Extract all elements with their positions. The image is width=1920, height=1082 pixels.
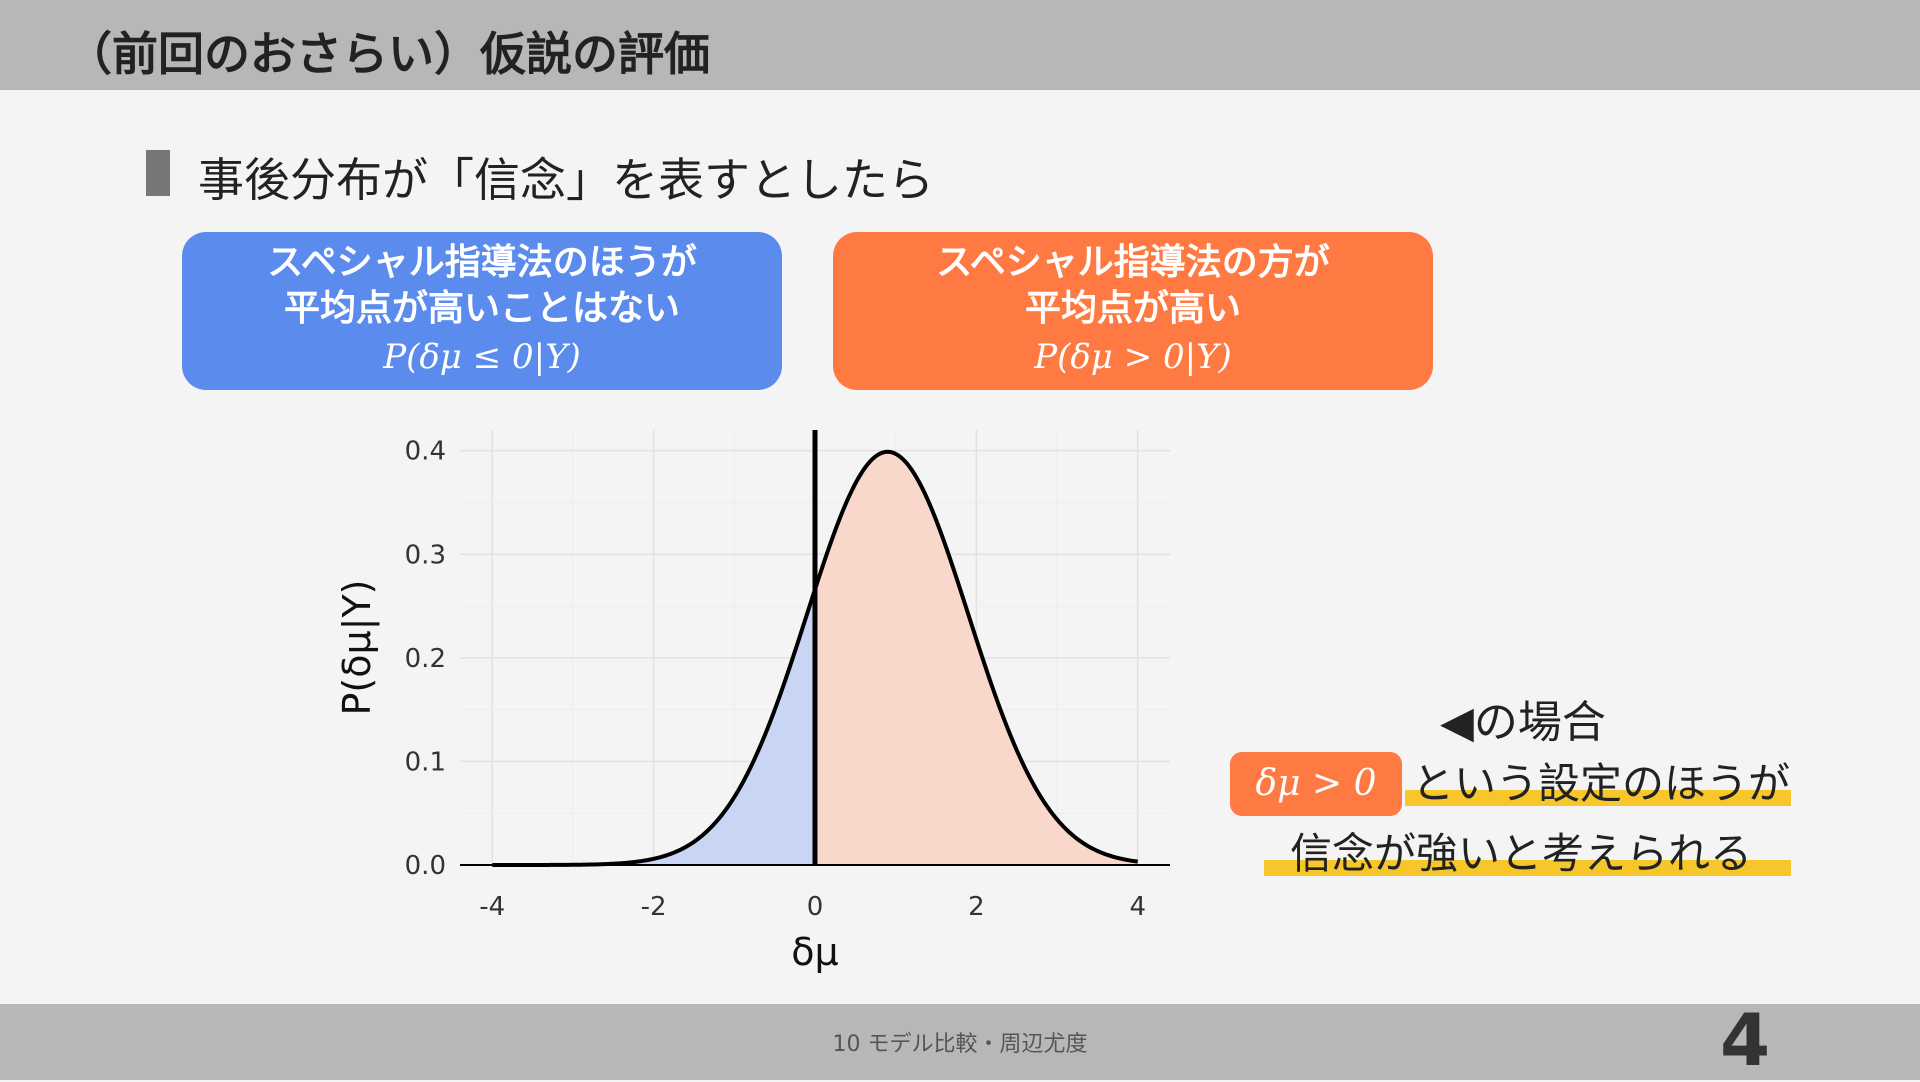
hypothesis-gt-line2: 平均点が高い xyxy=(1024,288,1241,329)
y-tick-label: 0.3 xyxy=(405,540,446,570)
hypothesis-gt-formula: P(δμ > 0|Y) xyxy=(1034,337,1232,377)
hypothesis-box-leq: スペシャル指導法のほうが 平均点が高いことはない P(δμ ≤ 0|Y) xyxy=(182,232,782,390)
x-tick-label: -2 xyxy=(641,892,667,922)
y-tick-label: 0.4 xyxy=(405,437,446,467)
hypothesis-leq-formula: P(δμ ≤ 0|Y) xyxy=(383,337,581,377)
header-bar xyxy=(0,0,1920,90)
area-leq-zero xyxy=(492,589,815,865)
highlight-underline-1 xyxy=(1405,790,1791,806)
note-badge: δμ > 0 xyxy=(1230,752,1402,816)
hypothesis-leq-line1: スペシャル指導法のほうが xyxy=(267,242,697,283)
note-line-1: という設定のほうが xyxy=(1412,759,1791,808)
y-tick-label: 0.0 xyxy=(405,851,446,881)
y-tick-label: 0.2 xyxy=(405,644,446,674)
note-title: ◀の場合 xyxy=(1440,697,1606,748)
note-line-2: 信念が強いと考えられる xyxy=(1290,829,1753,878)
section-title: 事後分布が「信念」を表すとしたら xyxy=(198,153,934,207)
x-tick-label: 2 xyxy=(968,892,985,922)
y-axis-label: P(δμ|Y) xyxy=(335,579,380,715)
y-tick-labels: 0.0 0.1 0.2 0.3 0.4 xyxy=(405,437,446,881)
footer-text: 10 モデル比較・周辺尤度 xyxy=(832,1032,1088,1057)
x-tick-label: -4 xyxy=(479,892,505,922)
posterior-density-chart: -4 -2 0 2 4 0.0 0.1 0.2 0.3 0.4 δμ P(δμ|Y) xyxy=(335,430,1170,974)
page-title: （前回のおさらい）仮説の評価 xyxy=(66,27,710,81)
x-tick-labels: -4 -2 0 2 4 xyxy=(479,892,1146,922)
y-tick-label: 0.1 xyxy=(405,747,446,777)
x-axis-label: δμ xyxy=(791,930,838,974)
x-tick-label: 0 xyxy=(807,892,824,922)
area-gt-zero xyxy=(815,451,1138,865)
footer-bar xyxy=(0,1004,1920,1080)
hypothesis-leq-line2: 平均点が高いことはない xyxy=(283,288,680,329)
highlight-underline-2 xyxy=(1264,860,1791,876)
page-number: 4 xyxy=(1720,998,1771,1082)
section-marker xyxy=(146,150,170,196)
hypothesis-box-gt: スペシャル指導法の方が 平均点が高い P(δμ > 0|Y) xyxy=(833,232,1433,390)
hypothesis-gt-line1: スペシャル指導法の方が xyxy=(936,242,1330,283)
x-tick-label: 4 xyxy=(1129,892,1146,922)
